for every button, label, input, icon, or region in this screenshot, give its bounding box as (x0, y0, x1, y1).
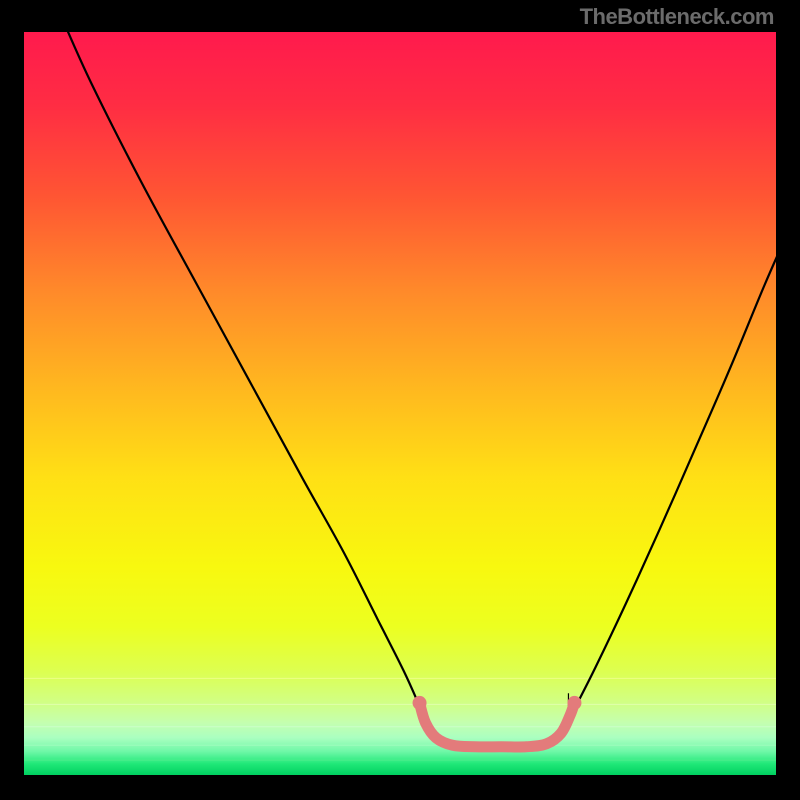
chart-svg (24, 32, 776, 775)
right-end-dot (567, 696, 581, 710)
watermark-text: TheBottleneck.com (580, 4, 774, 30)
left-end-dot (413, 696, 427, 710)
plot-area (24, 32, 776, 775)
